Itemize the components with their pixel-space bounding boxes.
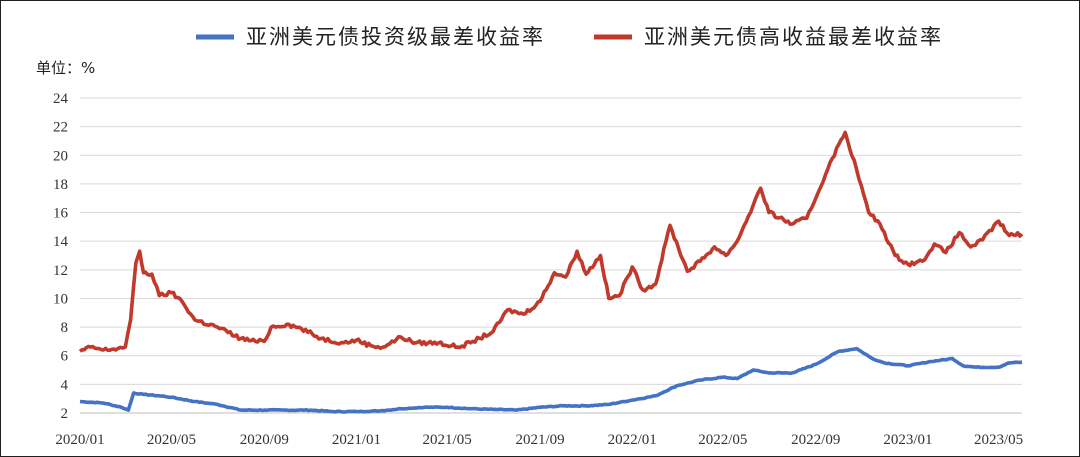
y-tick-label: 22: [53, 120, 68, 136]
y-tick-label: 18: [53, 177, 68, 193]
x-tick-label: 2022/05: [698, 432, 747, 448]
series-line-ig: [79, 346, 1023, 414]
legend: 亚洲美元债投资级最差收益率 亚洲美元债高收益最差收益率: [196, 25, 943, 49]
y-tick-label: 20: [53, 148, 68, 164]
legend-label-hy: 亚洲美元债高收益最差收益率: [644, 25, 943, 49]
x-tick-label: 2021/05: [423, 432, 472, 448]
y-tick-label: 2: [61, 406, 69, 422]
x-tick-label: 2020/05: [147, 432, 196, 448]
x-tick-label: 2020/01: [55, 432, 104, 448]
y-tick-label: 10: [53, 291, 68, 307]
y-tick-label: 4: [61, 377, 69, 393]
y-tick-label: 24: [53, 91, 69, 107]
y-tick-label: 14: [53, 234, 69, 250]
x-tick-label: 2022/01: [608, 432, 657, 448]
legend-label-ig: 亚洲美元债投资级最差收益率: [246, 25, 545, 49]
x-tick-label: 2021/09: [515, 432, 564, 448]
x-tick-label: 2022/09: [791, 432, 840, 448]
y-tick-label: 8: [61, 320, 69, 336]
y-tick-label: 16: [53, 206, 69, 222]
x-tick-label: 2021/01: [332, 432, 381, 448]
gridlines: [80, 97, 1022, 385]
y-unit-label: 单位：%: [36, 59, 95, 77]
y-tick-label: 6: [61, 349, 69, 365]
x-tick-label: 2023/01: [883, 432, 932, 448]
x-tick-label: 2023/05: [974, 432, 1023, 448]
x-tick-label: 2020/09: [240, 432, 289, 448]
series-line-hy: [78, 130, 1024, 353]
series-lines: [78, 130, 1024, 414]
x-axis: 2020/01 2020/05 2020/09 2021/01 2021/05 2021/…: [55, 412, 1023, 448]
y-tick-label: 12: [53, 263, 68, 279]
